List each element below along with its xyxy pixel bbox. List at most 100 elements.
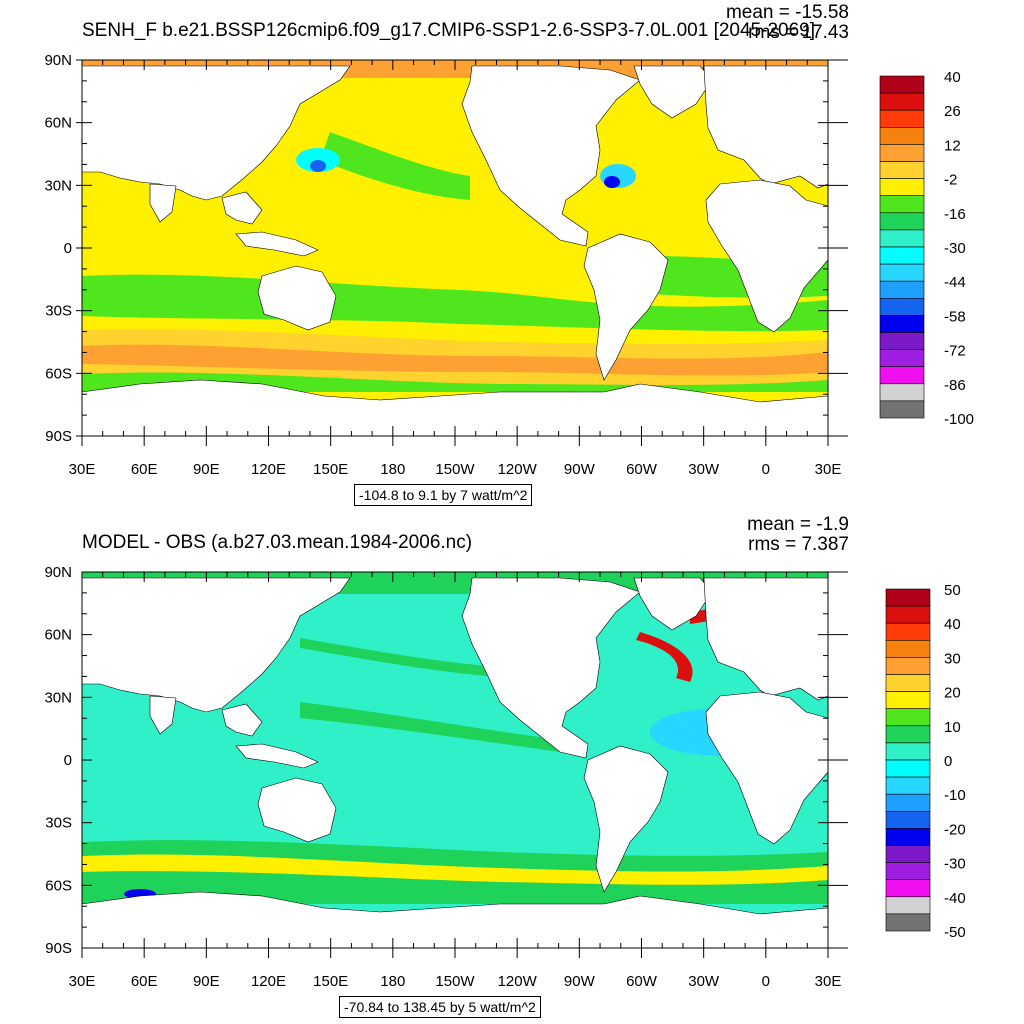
colorbar-label: 26 [944, 103, 961, 120]
lon-label: 120W [498, 461, 538, 478]
lon-label: 90E [193, 461, 220, 478]
land-asia_w [82, 65, 351, 201]
lon-label: 90W [564, 973, 596, 990]
lat-label: 0 [64, 240, 72, 257]
rms-stat: rms = 17.43 [748, 22, 849, 43]
lon-label: 150W [435, 461, 475, 478]
colorbar-label: -86 [944, 377, 966, 394]
map-title: MODEL - OBS (a.b27.03.mean.1984-2006.nc) [82, 532, 473, 553]
colorbar-swatch [879, 212, 925, 231]
lat-label: 90N [44, 52, 72, 69]
contour-range-label: -104.8 to 9.1 by 7 watt/m^2 [354, 484, 533, 506]
colorbar-swatch [885, 640, 931, 658]
colorbar-swatch [879, 144, 925, 162]
panel-top: SENH_F b.e21.BSSP126cmip6.f09_g17.CMIP6-… [44, 2, 974, 506]
lat-label: 30S [45, 815, 72, 832]
land-n_america [461, 577, 641, 759]
colorbar-label: -40 [944, 890, 966, 907]
lon-label: 120E [251, 461, 286, 478]
colorbar-swatch [879, 332, 925, 350]
colorbar-swatch [885, 708, 931, 727]
map-figure: 90N 60N 30N 0 30S 60S 90S 30E 60E 90E 120E 150E 180 1… [44, 52, 974, 478]
lat-label: 60S [45, 365, 72, 382]
colorbar-swatch [879, 366, 925, 385]
lon-label: 0 [762, 973, 770, 990]
map-title: SENH_F b.e21.BSSP126cmip6.f09_g17.CMIP6-… [82, 20, 815, 41]
colorbar-swatch [879, 178, 925, 197]
lon-label: 0 [762, 461, 770, 478]
lat-label: 30S [45, 303, 72, 320]
equatorial-green-band [300, 702, 560, 752]
colorbar-label: -30 [944, 856, 966, 873]
colorbar-swatch [885, 588, 931, 607]
colorbar-label: -2 [944, 172, 957, 189]
colorbar-swatch [879, 349, 925, 368]
lon-label: 150E [313, 973, 348, 990]
colorbar-label: -58 [944, 308, 966, 325]
lat-label: 90S [45, 940, 72, 957]
colorbar-label: 10 [944, 719, 961, 736]
lon-label: 60W [626, 461, 658, 478]
colorbar-label: -10 [944, 787, 966, 804]
colorbar-swatch [879, 229, 925, 248]
lat-label: 60N [44, 115, 72, 132]
land-asia_w [82, 577, 351, 713]
colorbar-label: -100 [944, 411, 974, 428]
land-india [149, 695, 177, 735]
colorbar-swatch [885, 674, 931, 692]
colorbar-swatch [885, 810, 931, 829]
colorbar-swatch [885, 759, 931, 778]
panel-bottom: MODEL - OBS (a.b27.03.mean.1984-2006.nc)… [0, 512, 1024, 1024]
colorbar-swatch [879, 92, 925, 111]
lon-label: 30W [688, 461, 720, 478]
colorbar-swatch [885, 862, 931, 881]
colorbar-label: -20 [944, 821, 966, 838]
lat-label: 60S [45, 877, 72, 894]
colorbar-label: -30 [944, 240, 966, 257]
lon-label: 90W [564, 461, 596, 478]
southern-yellow-band [82, 854, 828, 885]
rms-stat: rms = 7.387 [748, 534, 849, 555]
colorbar-swatch [885, 828, 931, 846]
colorbar-label: -16 [944, 206, 966, 223]
mean-stat: mean = -15.58 [725, 2, 849, 23]
colorbar-swatch [879, 195, 925, 214]
lon-label: 60W [626, 973, 658, 990]
land-greenland [633, 65, 713, 119]
lon-label: 30E [69, 461, 96, 478]
lon-label: 60E [131, 973, 158, 990]
land-africa [705, 691, 828, 845]
colorbar-label: -50 [944, 924, 966, 941]
land-se_asia [221, 191, 263, 225]
lon-label: 30E [69, 973, 96, 990]
colorbar-swatch [879, 280, 925, 299]
lat-label: 90N [44, 564, 72, 581]
gulfstream-core [604, 176, 620, 188]
mean-stat: mean = -1.9 [747, 514, 849, 535]
land-indonesia [235, 231, 319, 257]
lon-label: 150W [435, 973, 475, 990]
land-s_america [583, 745, 669, 893]
lon-label: 150E [313, 461, 348, 478]
colorbar-swatch [885, 742, 931, 761]
colorbar-swatch [885, 691, 931, 710]
colorbar-swatch [885, 896, 931, 915]
land-s_america [583, 233, 669, 381]
lat-label: 0 [64, 752, 72, 769]
lat-label: 60N [44, 627, 72, 644]
lat-label: 90S [45, 428, 72, 445]
colorbar-swatch [885, 913, 931, 932]
kuroshio-core [310, 160, 326, 172]
colorbar-swatch [879, 127, 925, 145]
colorbar-swatch [879, 400, 925, 419]
colorbar-label: 40 [944, 616, 961, 633]
land-antarctica [82, 379, 828, 436]
colorbar-swatch [879, 383, 925, 402]
colorbar-swatch [879, 315, 925, 333]
land-n_america [461, 65, 641, 247]
lon-label: 180 [380, 973, 405, 990]
lon-label: 90E [193, 973, 220, 990]
colorbar-label: 0 [944, 753, 952, 770]
colorbar-swatch [885, 725, 931, 744]
land-india [149, 183, 177, 223]
